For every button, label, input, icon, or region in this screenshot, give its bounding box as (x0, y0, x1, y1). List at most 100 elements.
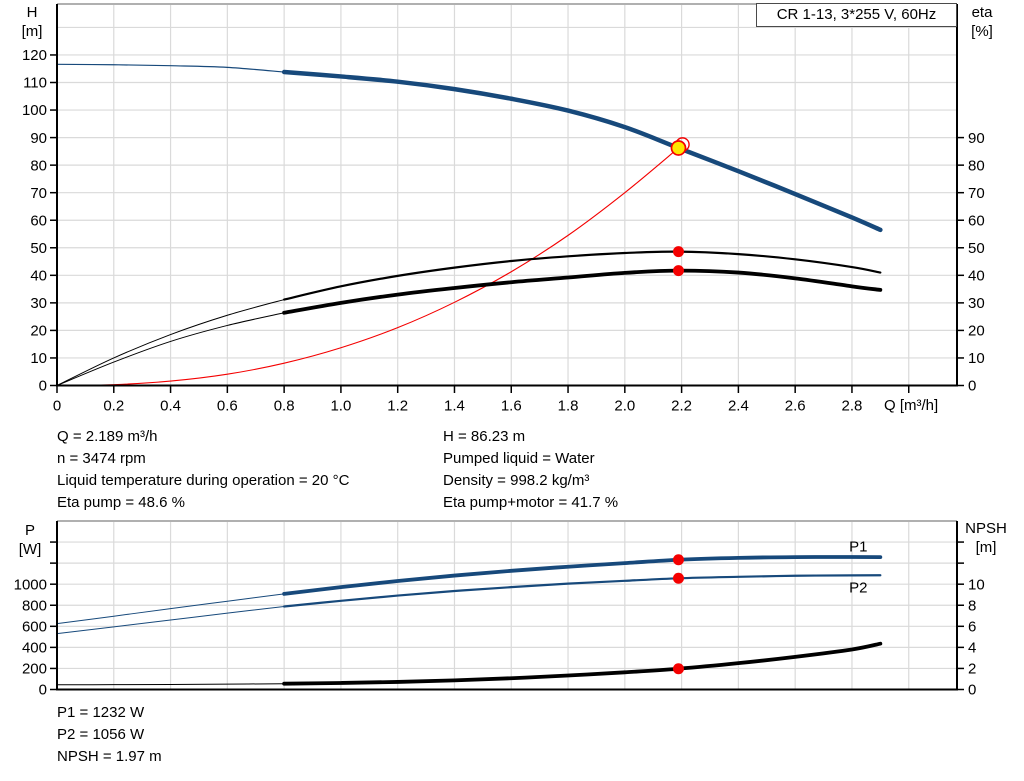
series-eta-pump-curve (283, 250, 882, 301)
y-left-tick-label: 100 (22, 102, 47, 119)
grid (57, 520, 957, 690)
series-eta-pump-motor-curve (282, 268, 883, 315)
y-left-tick-label: 20 (30, 323, 47, 340)
markers (672, 554, 684, 675)
x-tick-label: 0.2 (103, 398, 124, 415)
y-left-tick-label: 200 (22, 661, 47, 678)
y-right-tick-label: 10 (968, 576, 985, 593)
series-p2-curve-thin (56, 606, 285, 635)
series-system-curve (56, 147, 679, 387)
info-flow: Q = 2.189 m³/h (57, 428, 158, 445)
y-left-tick-label: 70 (30, 185, 47, 202)
power-npsh-chart: 0 200 400 600 800 1000 0 2 4 6 8 10 P1 P2 (14, 520, 985, 699)
p-axis-unit: [W] (18, 541, 42, 558)
npsh-point (672, 663, 684, 675)
h-axis-unit: [m] (21, 23, 43, 40)
y-left-tick-label: 90 (30, 130, 47, 147)
qh-efficiency-chart: 0 10 20 30 40 50 60 70 80 90 100 110 120 0 10 20 30 40 50 6… (22, 3, 985, 415)
y-right-tick-label: 90 (968, 130, 985, 147)
info-p2: P2 = 1056 W (57, 726, 145, 743)
x-tick-label: 0.6 (217, 398, 238, 415)
info-speed: n = 3474 rpm (57, 450, 146, 467)
pump-title: CR 1-13, 3*255 V, 60Hz (776, 6, 937, 23)
y-left-tick-label: 0 (39, 378, 47, 395)
curve-label-p1: P1 (849, 539, 867, 556)
eta-pump-point (672, 246, 684, 258)
x-tick-label: 1.2 (387, 398, 408, 415)
y-right-tick-label: 60 (968, 212, 985, 229)
y-right-tick-label: 0 (968, 378, 976, 395)
y-right-tick-label: 80 (968, 157, 985, 174)
series-p1-curve (282, 555, 883, 596)
series-npsh-curve (282, 641, 883, 686)
y-right-tick-label: 10 (968, 350, 985, 367)
markers (670, 137, 690, 277)
y-left-tick-label: 60 (30, 212, 47, 229)
y-right-tick-label: 0 (968, 682, 976, 699)
x-tick-label: 1.0 (330, 398, 351, 415)
p-axis-title: P [W] (8, 521, 52, 559)
series-npsh-curve-thin (56, 683, 285, 686)
curve-label-p2: P2 (849, 580, 867, 597)
grid (57, 3, 957, 386)
info-pumped-liquid: Pumped liquid = Water (443, 450, 595, 467)
y-left-tick-label: 400 (22, 640, 47, 657)
power-info-column: P1 = 1232 W P2 = 1056 W NPSH = 1.97 m (57, 702, 162, 768)
npsh-axis-symbol: NPSH (965, 520, 1007, 537)
y-left-tick-label: 600 (22, 619, 47, 636)
eta-axis-unit: [%] (971, 23, 993, 40)
info-eta-pump: Eta pump = 48.6 % (57, 494, 185, 511)
q-axis-label: Q [m³/h] (884, 397, 939, 414)
x-tick-label: 0.8 (274, 398, 295, 415)
npsh-axis-unit: [m] (975, 539, 997, 556)
series-p2-curve (283, 574, 882, 608)
series-eta-pump-curve-thin (56, 299, 285, 386)
p2-point (672, 572, 684, 584)
eta-axis-symbol: eta (971, 4, 993, 21)
series (56, 555, 883, 686)
y-left-tick-label: 80 (30, 157, 47, 174)
y-left-tick-label: 1000 (14, 576, 47, 593)
y-right-tick-label: 4 (968, 640, 976, 657)
npsh-axis-title: NPSH [m] (954, 519, 1018, 557)
y-left-tick-label: 120 (22, 47, 47, 64)
y-left-tick-label: 0 (39, 682, 47, 699)
axes: 0 10 20 30 40 50 60 70 80 90 100 110 120 0 10 20 30 40 50 6… (22, 4, 985, 415)
h-axis-symbol: H (26, 4, 38, 21)
y-right-tick-label: 2 (968, 661, 976, 678)
y-right-tick-label: 50 (968, 240, 985, 257)
duty-info-left-column: Q = 2.189 m³/h n = 3474 rpm Liquid tempe… (57, 426, 349, 514)
x-tick-label: 0.4 (160, 398, 181, 415)
x-tick-label: 2.0 (614, 398, 635, 415)
y-left-tick-label: 800 (22, 597, 47, 614)
x-tick-label: 2.8 (842, 398, 863, 415)
series (56, 63, 883, 387)
info-npsh: NPSH = 1.97 m (57, 748, 162, 765)
y-right-tick-label: 8 (968, 597, 976, 614)
x-tick-label: 0 (53, 398, 61, 415)
x-tick-label: 1.6 (501, 398, 522, 415)
y-left-tick-label: 10 (30, 350, 47, 367)
eta-pump-motor-point (672, 265, 684, 277)
y-right-tick-label: 30 (968, 295, 985, 312)
y-left-tick-label: 110 (23, 75, 47, 92)
x-tick-label: 2.2 (671, 398, 692, 415)
info-liquid-temperature: Liquid temperature during operation = 20… (57, 472, 350, 489)
axes: 0 200 400 600 800 1000 0 2 4 6 8 10 (14, 521, 985, 699)
series-qh-curve (281, 69, 883, 233)
pump-title-box: CR 1-13, 3*255 V, 60Hz (756, 3, 957, 27)
series-eta-pump-motor-curve-thin (56, 312, 285, 386)
duty-info-right-column: H = 86.23 m Pumped liquid = Water Densit… (443, 426, 618, 514)
info-density: Density = 998.2 kg/m³ (443, 472, 590, 489)
y-left-tick-label: 30 (30, 295, 47, 312)
eta-axis-title: eta [%] (958, 3, 1006, 41)
y-right-tick-label: 40 (968, 268, 985, 285)
y-right-tick-label: 6 (968, 619, 976, 636)
duty-point (670, 140, 687, 156)
y-right-tick-label: 70 (968, 185, 985, 202)
series-qh-curve-thin (56, 63, 285, 73)
x-tick-label: 1.8 (558, 398, 579, 415)
y-left-tick-label: 40 (30, 268, 47, 285)
p1-point (672, 554, 684, 566)
